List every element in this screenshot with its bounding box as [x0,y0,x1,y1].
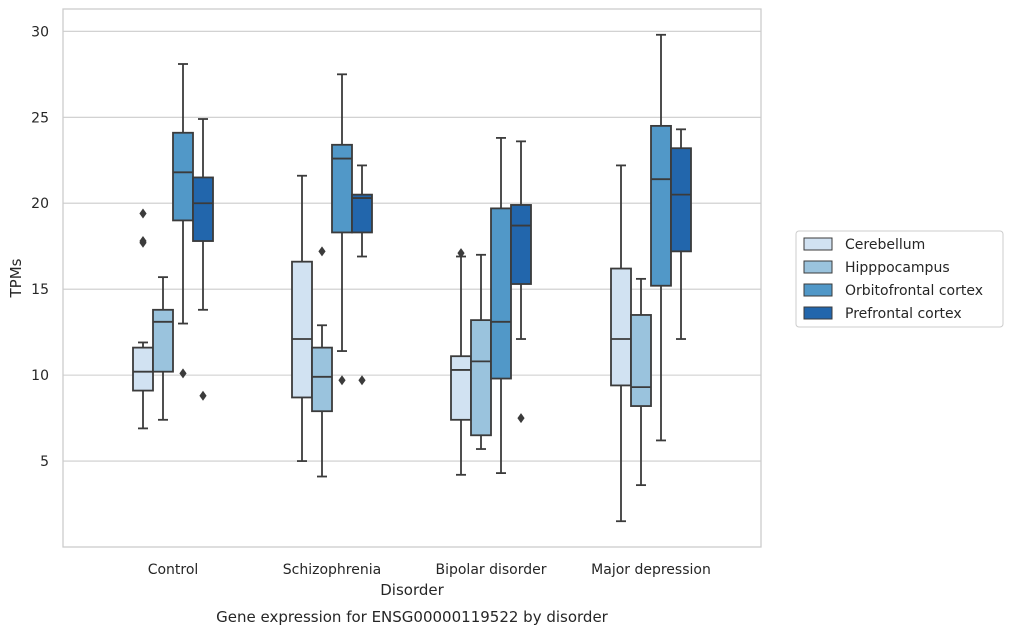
legend-swatch [803,237,833,251]
y-axis-ticks: 5 10 15 20 25 30 [31,24,49,470]
legend-frame [795,230,1004,328]
box-series [132,33,692,523]
plot-area-frame [62,8,762,548]
box-iqr [132,346,154,392]
series-cerebellum [132,164,632,523]
x-axis-ticks: Control Schizophrenia Bipolar disorder Majo… [148,562,711,578]
y-tick-label: 30 [31,24,49,40]
legend-label: Cerebellum [845,237,925,253]
box [470,253,492,450]
y-tick-label: 25 [31,110,49,126]
series-hipppocampus [152,246,652,487]
outlier-point [517,413,525,424]
legend-swatch [803,306,833,320]
box-iqr [510,204,532,285]
box [152,276,174,421]
box [670,128,692,340]
box [132,208,154,430]
y-tick-label: 20 [31,196,49,212]
legend-label: Prefrontal cortex [845,306,962,322]
y-axis-title: TPMs [7,258,25,298]
outlier-point [139,208,147,219]
x-tick-label: Bipolar disorder [435,562,546,578]
box [291,174,313,462]
box-iqr [311,346,333,413]
box [311,246,333,478]
box [650,33,672,442]
box-iqr [490,207,512,380]
x-axis-title: Disorder [380,581,444,599]
series-orbitofrontal-cortex [172,33,672,474]
box-iqr [331,143,353,234]
box-iqr [450,355,472,421]
x-tick-label: Control [148,562,199,578]
box [490,137,512,474]
series-prefrontal-cortex [192,118,692,424]
box-iqr [630,314,652,407]
box [351,164,373,386]
box-iqr [291,260,313,399]
box [192,118,214,401]
x-tick-label: Major depression [591,562,711,578]
box-iqr [650,124,672,287]
legend-swatch [803,283,833,297]
legend-swatch [803,260,833,274]
legend-item: Orbitofrontal cortex [803,283,983,299]
box [331,73,353,386]
legend-label: Hipppocampus [845,260,950,276]
box-iqr [172,131,194,222]
legend-item: Hipppocampus [803,260,950,276]
box-iqr [351,193,373,234]
outlier-point [139,236,147,247]
box [172,63,194,379]
box [610,164,632,523]
outlier-point [358,375,366,386]
y-tick-label: 10 [31,368,49,384]
box [510,140,532,424]
legend-label: Orbitofrontal cortex [845,283,983,299]
box-iqr [192,176,214,242]
outlier-point [179,368,187,379]
outlier-point [199,390,207,401]
legend: Cerebellum Hipppocampus Orbitofrontal cort… [795,230,1004,328]
box [450,248,472,476]
legend-item: Cerebellum [803,237,925,253]
box [630,277,652,487]
legend-item: Prefrontal cortex [803,306,962,322]
box-iqr [610,267,632,387]
outlier-point [318,246,326,257]
outlier-point [457,248,465,259]
y-tick-label: 15 [31,282,49,298]
box-iqr [152,308,174,373]
chart-caption: Gene expression for ENSG00000119522 by d… [216,608,609,626]
y-tick-label: 5 [40,454,49,470]
box-iqr [670,147,692,253]
outlier-point [338,375,346,386]
x-tick-label: Schizophrenia [283,562,381,578]
box-iqr [470,319,492,437]
